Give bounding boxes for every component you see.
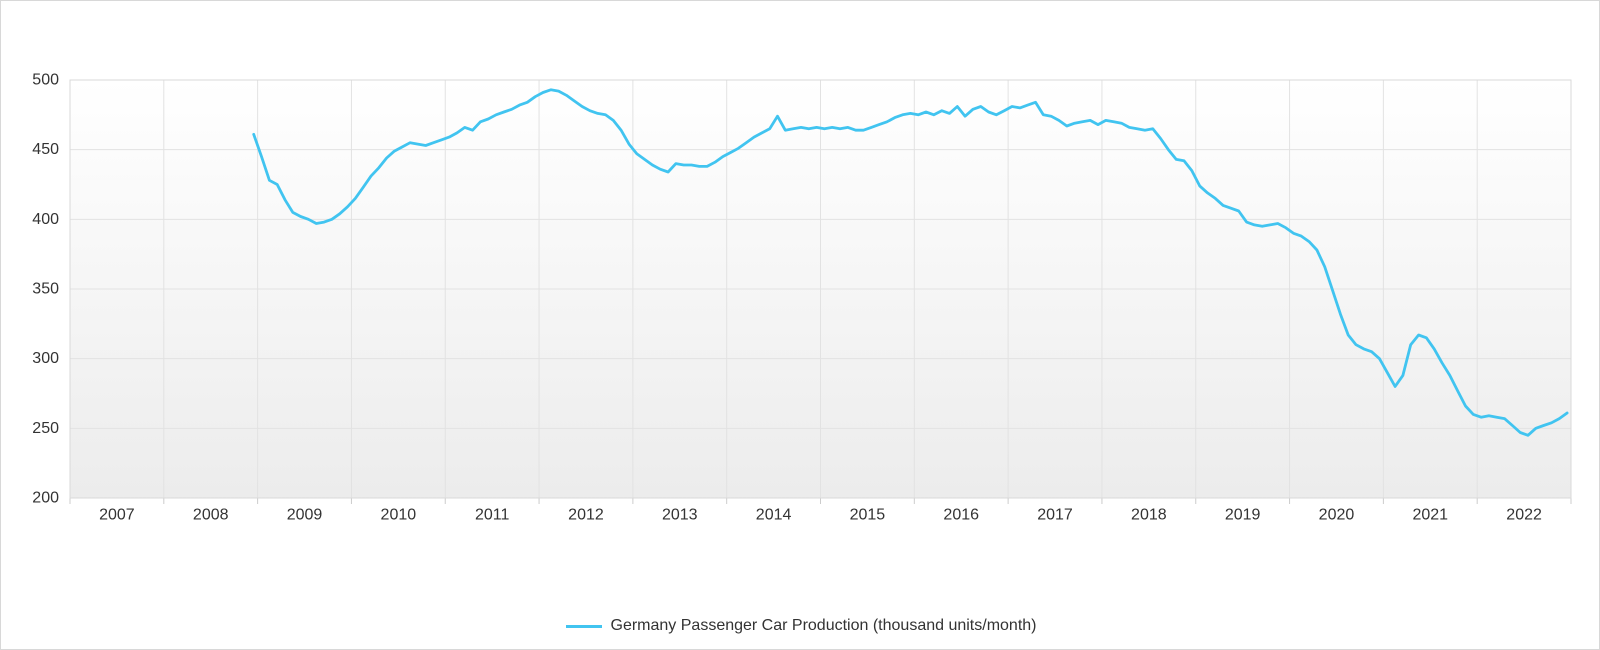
x-tick-label: 2013 xyxy=(662,507,698,524)
x-tick-label: 2009 xyxy=(287,507,323,524)
x-axis-tick-marks xyxy=(69,498,1572,504)
x-tick-label: 2021 xyxy=(1412,507,1448,524)
x-tick-label: 2011 xyxy=(475,507,510,524)
legend-label: Germany Passenger Car Production (thousa… xyxy=(610,617,1037,634)
series-line-germany-car-production xyxy=(252,88,1569,437)
x-tick-label: 2017 xyxy=(1037,507,1073,524)
x-axis-labels: 2007 2008 2009 2010 2011 2012 2013 2014 2015 2016… xyxy=(99,507,1542,524)
horizontal-gridlines xyxy=(70,149,1571,429)
x-tick-label: 2022 xyxy=(1506,507,1542,524)
x-tick-label: 2014 xyxy=(756,507,792,524)
x-tick-label: 2008 xyxy=(193,507,229,524)
y-tick-label: 350 xyxy=(32,281,59,298)
y-tick-label: 250 xyxy=(32,420,59,437)
y-tick-label: 400 xyxy=(32,211,59,228)
x-tick-label: 2015 xyxy=(850,507,886,524)
y-tick-label: 300 xyxy=(32,350,59,367)
legend-line-swatch-icon xyxy=(565,624,602,628)
x-tick-label: 2010 xyxy=(381,507,417,524)
y-tick-label: 200 xyxy=(32,490,59,507)
x-tick-label: 2020 xyxy=(1319,507,1355,524)
legend-item-germany-car-production[interactable]: Germany Passenger Car Production (thousa… xyxy=(1,609,1599,643)
x-tick-label: 2012 xyxy=(568,507,604,524)
x-tick-label: 2016 xyxy=(943,507,979,524)
x-tick-label: 2019 xyxy=(1225,507,1261,524)
x-tick-label: 2007 xyxy=(99,507,135,524)
y-axis-labels: 200 250 300 350 400 450 500 xyxy=(32,72,59,507)
y-tick-label: 450 xyxy=(32,141,59,158)
y-tick-label: 500 xyxy=(32,72,59,89)
plot-border xyxy=(69,79,1572,499)
x-tick-label: 2018 xyxy=(1131,507,1167,524)
